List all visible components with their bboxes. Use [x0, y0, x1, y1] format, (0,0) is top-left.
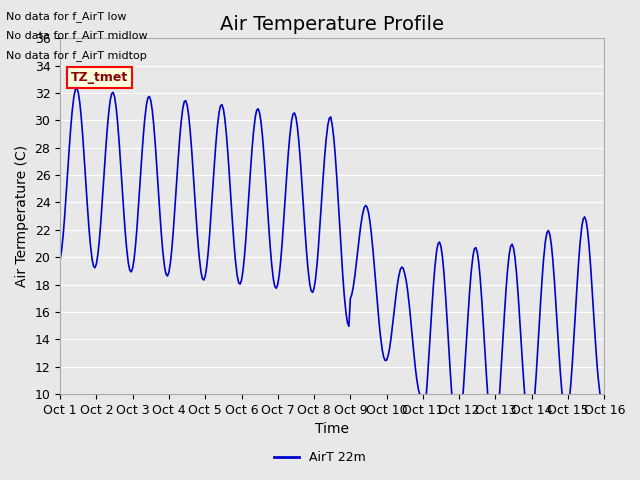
Legend: AirT 22m: AirT 22m	[269, 446, 371, 469]
Text: TZ_tmet: TZ_tmet	[71, 71, 128, 84]
Title: Air Temperature Profile: Air Temperature Profile	[220, 15, 444, 34]
Y-axis label: Air Termperature (C): Air Termperature (C)	[15, 145, 29, 287]
X-axis label: Time: Time	[316, 422, 349, 436]
Text: No data for f_AirT midtop: No data for f_AirT midtop	[6, 49, 147, 60]
Text: No data for f_AirT midlow: No data for f_AirT midlow	[6, 30, 148, 41]
Text: No data for f_AirT low: No data for f_AirT low	[6, 11, 127, 22]
